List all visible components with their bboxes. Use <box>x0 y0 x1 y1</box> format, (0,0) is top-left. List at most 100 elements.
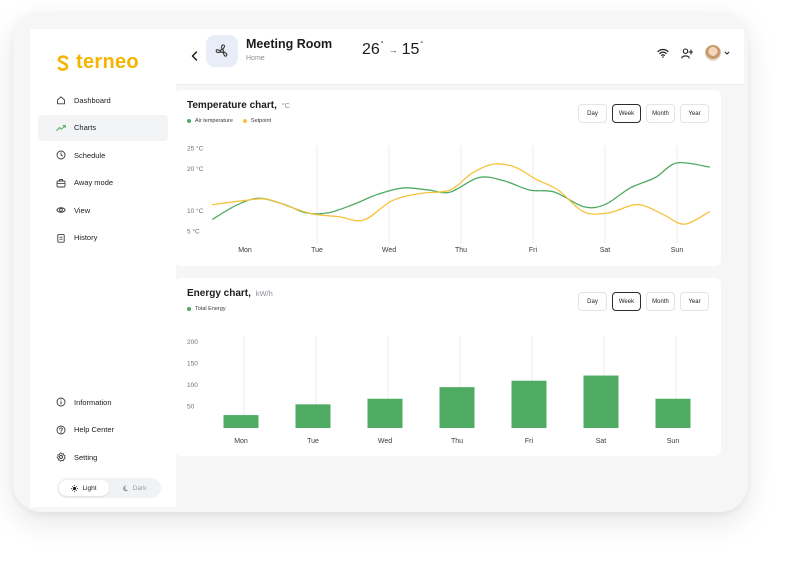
sidebar-item-away-mode[interactable]: Away mode <box>38 170 168 196</box>
legend-label-total-energy: Total Energy <box>195 306 226 312</box>
sidebar-item-setting[interactable]: Setting <box>38 444 168 470</box>
energy-x-tick: Tue <box>307 438 319 445</box>
top-header: Meeting Room Home 26 ° → 15 ° <box>176 29 744 85</box>
temperature-chart-card: Temperature chart, °C Air temperature Se… <box>175 90 721 266</box>
sidebar-item-history[interactable]: History <box>38 225 168 251</box>
back-button[interactable] <box>188 49 200 63</box>
sidebar-item-charts[interactable]: Charts <box>38 114 168 141</box>
legend-item-setpoint: Setpoint <box>242 118 272 124</box>
energy-range-day[interactable]: Day <box>578 292 607 311</box>
brand-name: terneo <box>76 51 139 73</box>
legend-swatch-total-energy <box>187 307 191 311</box>
add-user-icon[interactable] <box>681 47 693 59</box>
help-icon <box>56 425 66 435</box>
sun-icon <box>71 484 79 492</box>
wifi-icon[interactable] <box>657 48 669 58</box>
energy-range-selector: Day Week Month Year <box>578 292 709 311</box>
energy-bar <box>223 415 259 428</box>
energy-bar <box>583 375 619 428</box>
room-device-icon <box>206 35 238 67</box>
energy-y-tick: 200 <box>187 339 198 346</box>
energy-bar <box>439 387 475 428</box>
temperature-x-tick: Sun <box>671 247 684 254</box>
energy-x-tick: Wed <box>378 438 392 445</box>
energy-y-tick: 150 <box>187 361 198 368</box>
temperature-x-tick: Thu <box>455 247 467 254</box>
arrow-icon: → <box>388 45 398 55</box>
eye-icon <box>56 205 66 215</box>
energy-y-tick: 50 <box>187 404 195 411</box>
moon-icon <box>122 485 128 491</box>
target-degree: ° <box>420 41 424 48</box>
temperature-x-tick: Wed <box>382 247 396 254</box>
temperature-range-day[interactable]: Day <box>578 104 607 123</box>
legend-label-setpoint: Setpoint <box>250 118 272 124</box>
chevron-down-icon <box>724 51 730 55</box>
temperature-y-tick: 20 °C <box>187 165 204 173</box>
energy-chart-card: Energy chart, kW/h Total Energy Day Week… <box>175 278 721 456</box>
temperature-series-line-setpoint <box>211 163 711 225</box>
sidebar-item-label: Help Center <box>74 425 115 434</box>
theme-light-option[interactable]: Light <box>59 480 109 496</box>
sidebar-item-help-center[interactable]: Help Center <box>38 417 168 443</box>
room-breadcrumb[interactable]: Home <box>246 55 265 62</box>
home-icon <box>56 95 66 105</box>
energy-bar <box>511 380 547 428</box>
sidebar-item-information[interactable]: Information <box>38 389 168 415</box>
energy-range-month[interactable]: Month <box>646 292 675 311</box>
energy-range-year[interactable]: Year <box>680 292 709 311</box>
legend-swatch-setpoint <box>242 119 247 123</box>
temperature-y-tick: 10 °C <box>187 207 204 215</box>
legend-item-air-temperature: Air temperature <box>187 118 233 124</box>
suitcase-icon <box>56 178 66 188</box>
sidebar-item-dashboard[interactable]: Dashboard <box>38 87 168 113</box>
current-temperature: 26 <box>362 41 380 58</box>
energy-x-tick: Sat <box>596 438 607 445</box>
temperature-range-selector: Day Week Month Year <box>578 104 709 123</box>
temperature-line-chart: 25 °C 20 °C 10 °C 5 °C Mon Tue Wed Thu Fri Sat Sun <box>187 144 711 254</box>
sidebar-item-label: Information <box>74 397 112 407</box>
user-menu[interactable] <box>705 45 730 61</box>
sidebar-nav: Dashboard Charts Schedule Away mode View Hist… <box>38 87 168 252</box>
energy-bar <box>295 404 331 428</box>
sidebar-item-view[interactable]: View <box>38 197 168 223</box>
legend-item-total-energy: Total Energy <box>187 306 226 312</box>
avatar[interactable] <box>705 45 721 61</box>
energy-bar <box>367 398 403 428</box>
sidebar-item-label: Schedule <box>74 150 106 160</box>
temperature-x-tick: Tue <box>311 247 323 254</box>
sidebar-item-label: Setting <box>74 452 98 462</box>
energy-bar-chart: 200 150 100 50 Mon Tue Wed Thu Fri Sat Sun <box>187 336 691 445</box>
theme-dark-option[interactable]: Dark <box>109 480 159 496</box>
sidebar-item-schedule[interactable]: Schedule <box>38 142 168 168</box>
temperature-chart-title: Temperature chart, °C <box>187 100 290 111</box>
sidebar-item-label: Away mode <box>74 178 114 187</box>
target-temperature: 15 <box>401 41 420 58</box>
sidebar-item-label: Dashboard <box>74 95 111 105</box>
chevron-left-icon <box>191 51 197 61</box>
temperature-range-year[interactable]: Year <box>680 104 709 123</box>
energy-chart-title: Energy chart, kW/h <box>187 288 273 299</box>
temperature-y-tick: 25 °C <box>187 144 204 152</box>
temperature-range-month[interactable]: Month <box>646 104 675 123</box>
temperature-range-week[interactable]: Week <box>612 104 641 123</box>
legend-swatch-air-temperature <box>187 119 191 123</box>
clock-icon <box>56 150 66 160</box>
energy-x-tick: Thu <box>451 438 463 445</box>
fan-icon <box>215 44 228 57</box>
room-title: Meeting Room <box>246 37 333 51</box>
temperature-x-tick: Sat <box>600 247 611 254</box>
sidebar-item-label: History <box>74 233 98 242</box>
energy-x-tick: Mon <box>234 438 248 445</box>
theme-dark-label: Dark <box>132 484 147 492</box>
temperature-x-tick: Mon <box>238 247 252 254</box>
device-frame: terneo Dashboard Charts Schedule Away mode V… <box>13 12 748 512</box>
legend-label-air-temperature: Air temperature <box>195 118 233 124</box>
energy-x-tick: Sun <box>667 438 680 445</box>
temperature-x-tick: Fri <box>529 247 538 254</box>
logo: terneo <box>56 51 139 74</box>
energy-range-week[interactable]: Week <box>612 292 641 311</box>
theme-toggle[interactable]: Light Dark <box>57 478 161 498</box>
energy-x-tick: Fri <box>525 438 534 445</box>
sidebar-bottom-nav: Information Help Center Setting <box>38 389 168 470</box>
